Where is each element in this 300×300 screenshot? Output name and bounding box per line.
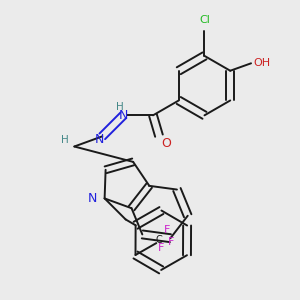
- Text: C: C: [156, 235, 163, 245]
- Text: Cl: Cl: [199, 15, 210, 25]
- Text: H: H: [116, 102, 124, 112]
- Text: N: N: [118, 109, 128, 122]
- Text: F: F: [164, 225, 170, 235]
- Text: OH: OH: [253, 58, 270, 68]
- Text: H: H: [61, 135, 68, 145]
- Text: O: O: [161, 137, 171, 150]
- Text: N: N: [87, 192, 97, 205]
- Text: N: N: [94, 133, 104, 146]
- Text: F: F: [168, 237, 174, 247]
- Text: F: F: [158, 243, 164, 253]
